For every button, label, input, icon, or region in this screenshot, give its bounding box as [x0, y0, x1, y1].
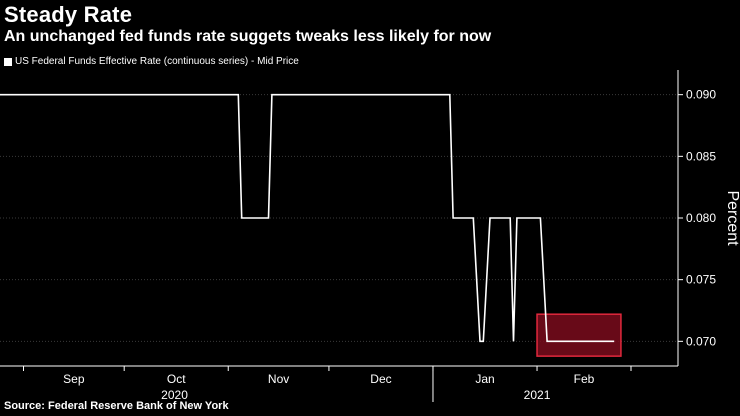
source-note: Source: Federal Reserve Bank of New York — [4, 400, 229, 412]
chart-title: Steady Rate — [4, 2, 133, 27]
x-tick-label: Nov — [268, 372, 289, 386]
y-tick-label: 0.070 — [686, 334, 716, 348]
x-year-label: 2020 — [161, 388, 188, 402]
series-line — [0, 93, 615, 343]
x-tick-label: Sep — [63, 372, 85, 386]
y-tick-label: 0.080 — [686, 211, 716, 225]
x-tick-label: Jan — [475, 372, 494, 386]
chart-subtitle: An unchanged fed funds rate suggets twea… — [4, 28, 492, 45]
grid-lines — [0, 94, 678, 342]
x-tick-label: Oct — [167, 372, 186, 386]
x-year-label: 2021 — [524, 388, 551, 402]
legend-swatch — [4, 57, 12, 66]
legend-label: US Federal Funds Effective Rate (continu… — [15, 56, 299, 67]
highlight-annotation — [536, 313, 622, 357]
axes: 0.070 0.075 0.080 0.085 0.090 Percent Sep Oct No… — [0, 70, 740, 402]
series-layer — [0, 93, 615, 343]
highlight-box — [536, 313, 622, 357]
y-tick-label: 0.090 — [686, 88, 716, 102]
y-tick-label: 0.075 — [686, 273, 716, 287]
x-tick-label: Dec — [370, 372, 391, 386]
y-tick-label: 0.085 — [686, 149, 716, 163]
x-tick-label: Feb — [574, 372, 595, 386]
chart-legend: US Federal Funds Effective Rate (continu… — [4, 56, 299, 67]
y-axis-label: Percent — [724, 190, 740, 246]
